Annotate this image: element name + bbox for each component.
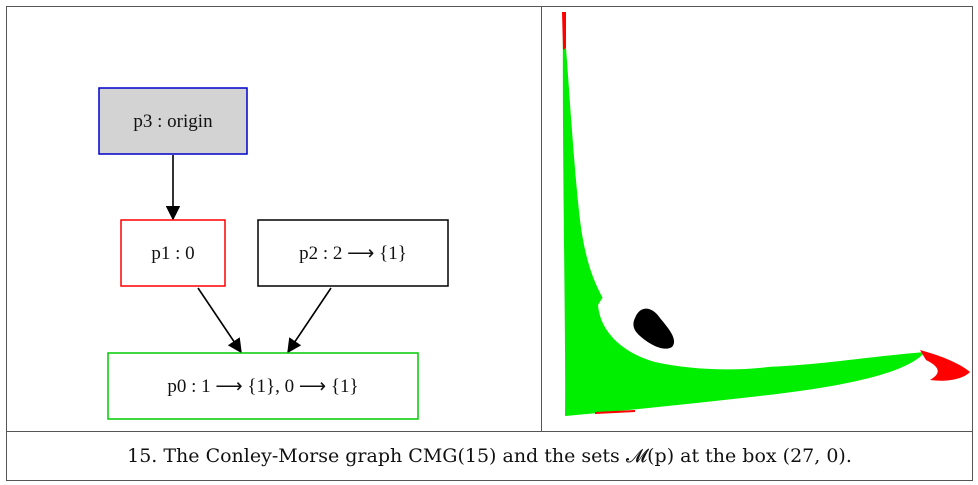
morse-set-green-region [562, 15, 925, 416]
panel-divider [541, 6, 542, 432]
node-p2-label: p2 : 2 ⟶ {1} [299, 243, 407, 264]
morse-sets-plot [562, 12, 970, 416]
figure-frame [6, 6, 973, 481]
morse-set-black [633, 308, 675, 349]
conley-morse-graph: p3 : origin p1 : 0 p2 : 2 ⟶ {1} p0 : 1 ⟶… [98, 87, 449, 420]
node-p3: p3 : origin [98, 87, 248, 155]
node-p3-label: p3 : origin [133, 111, 213, 132]
edge-p2-p0 [287, 287, 332, 354]
morse-set-red-top [562, 12, 566, 50]
figure-caption: 15. The Conley-Morse graph CMG(15) and t… [127, 445, 852, 467]
node-p1-label: p1 : 0 [151, 243, 194, 264]
caption-divider [6, 431, 973, 432]
node-p2: p2 : 2 ⟶ {1} [257, 219, 449, 287]
morse-set-red-right [920, 350, 970, 381]
node-p0-label: p0 : 1 ⟶ {1}, 0 ⟶ {1} [167, 376, 358, 397]
node-p0: p0 : 1 ⟶ {1}, 0 ⟶ {1} [107, 352, 419, 420]
morse-set-red-bottom [595, 410, 635, 414]
node-p1: p1 : 0 [120, 219, 226, 287]
morse-set-gap-1 [578, 105, 915, 345]
morse-set-inner-hole [598, 282, 800, 370]
edge-p1-p0 [197, 287, 242, 354]
